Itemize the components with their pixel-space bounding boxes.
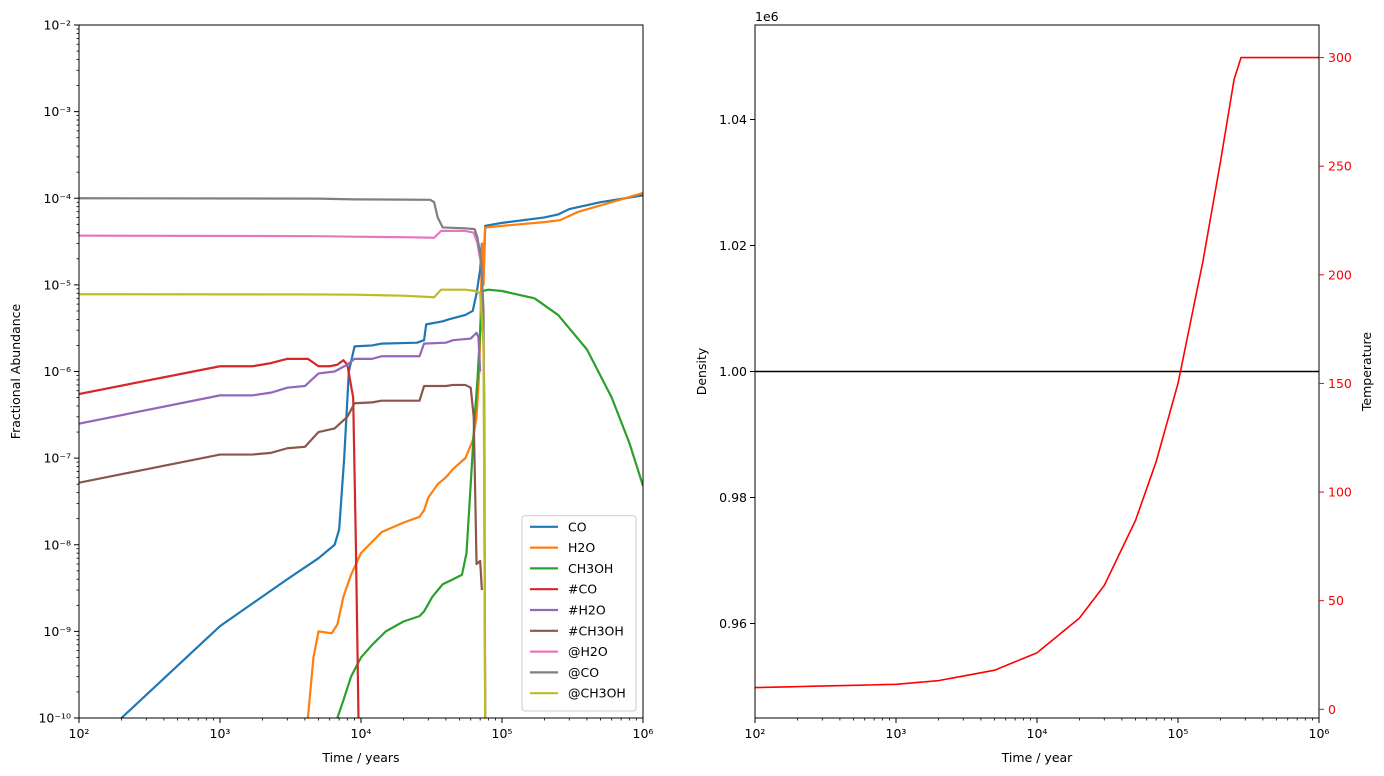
series-line-ice-ch3oh [79, 383, 483, 591]
legend-label-ch3oh: CH3OH [568, 561, 613, 576]
x-tick-label: 10² [69, 726, 90, 741]
legend-label-h2o: H2O [568, 540, 595, 555]
y-tick-label: 10⁻⁸ [43, 537, 71, 552]
legend-label-bulk-co: @CO [568, 665, 599, 680]
abundance-lines [79, 191, 643, 718]
y-tick-label: 10⁻⁵ [43, 277, 71, 292]
density-y-ticks: 0.96 0.98 1.00 1.02 1.04 [719, 112, 755, 631]
series-line-ch3oh [336, 288, 643, 718]
series-line-temperature [755, 56, 1319, 689]
temperature-tick-label: 300 [1328, 50, 1352, 65]
series-line-bulk-h2o [79, 229, 487, 718]
temperature-tick-label: 50 [1328, 593, 1344, 608]
x-tick-label: 10⁵ [1168, 726, 1189, 741]
x-tick-label: 10³ [210, 726, 231, 741]
y-tick-label: 10⁻⁷ [43, 451, 71, 466]
abundance-x-ticks: 10² 10³ 10⁴ 10⁵ 10⁶ [69, 718, 654, 741]
series-line-ice-co [79, 357, 360, 718]
series-line-bulk-co [79, 197, 487, 718]
density-x-label: Time / year [1001, 750, 1073, 765]
density-offset-text: 1e6 [755, 9, 779, 24]
legend-label-bulk-h2o: @H2O [568, 644, 608, 659]
y-tick-label: 10⁻⁶ [43, 364, 71, 379]
abundance-chart: 10² 10³ 10⁴ 10⁵ 10⁶ 10⁻¹⁰10⁻⁹10⁻⁸10⁻⁷10⁻⁶10⁻… [8, 18, 654, 766]
legend-label-co: CO [568, 519, 587, 534]
legend-box [521, 515, 637, 712]
y-tick-label: 10⁻⁹ [43, 624, 71, 639]
temperature-tick-label: 150 [1328, 376, 1352, 391]
temperature-tick-label: 0 [1328, 702, 1336, 717]
legend-label-ice-h2o: #H2O [568, 603, 606, 618]
density-tick-label: 1.02 [719, 238, 747, 253]
temperature-y-ticks: 0 50 100 150 200 250 300 [1319, 50, 1352, 717]
x-tick-label: 10⁴ [1027, 726, 1048, 741]
y-tick-label: 10⁻¹⁰ [38, 711, 71, 726]
x-tick-label: 10⁵ [492, 726, 513, 741]
x-tick-label: 10² [745, 726, 766, 741]
abundance-x-label: Time / years [321, 750, 399, 765]
y-tick-label: 10⁻³ [43, 104, 71, 119]
y-tick-label: 10⁻² [43, 18, 71, 33]
x-tick-label: 10³ [886, 726, 907, 741]
series-line-co [120, 194, 643, 718]
temperature-tick-label: 200 [1328, 267, 1352, 282]
density-tick-label: 1.04 [719, 112, 747, 127]
y-tick-label: 10⁻⁴ [43, 191, 71, 206]
legend-label-bulk-ch3oh: @CH3OH [568, 686, 626, 701]
series-line-h2o [306, 191, 643, 718]
temperature-tick-label: 250 [1328, 159, 1352, 174]
legend-label-ice-co: #CO [568, 582, 597, 597]
legend-label-ice-ch3oh: #CH3OH [568, 623, 624, 638]
density-x-ticks: 10² 10³ 10⁴ 10⁵ 10⁶ [745, 718, 1330, 741]
density-tick-label: 1.00 [719, 364, 747, 379]
abundance-y-ticks: 10⁻¹⁰ 10⁻⁹ 10⁻⁸ 10⁻⁷ 10⁻⁶ 10⁻⁵ 10⁻⁴ 10⁻³ 10⁻² [38, 18, 79, 726]
x-tick-label: 10⁶ [1309, 726, 1330, 741]
series-line-bulk-ch3oh [79, 288, 487, 718]
temperature-tick-label: 100 [1328, 485, 1352, 500]
density-tick-label: 0.96 [719, 616, 747, 631]
density-temperature-chart: 10² 10³ 10⁴ 10⁵ 10⁶ 0.96 0.98 1.00 1.02 1.04 0 50… [694, 9, 1374, 765]
temperature-y-label: Temperature [1359, 332, 1374, 412]
x-tick-label: 10⁴ [351, 726, 372, 741]
density-tick-label: 0.98 [719, 490, 747, 505]
x-tick-label: 10⁶ [633, 726, 654, 741]
abundance-y-label: Fractional Abundance [8, 303, 23, 439]
density-y-label: Density [694, 347, 709, 395]
abundance-legend: CO H2O CH3OH #CO #H2O #CH3OH @H2O @CO @CH3OH [521, 515, 637, 712]
series-line-ice-h2o [79, 331, 482, 425]
density-temperature-lines [755, 56, 1319, 689]
